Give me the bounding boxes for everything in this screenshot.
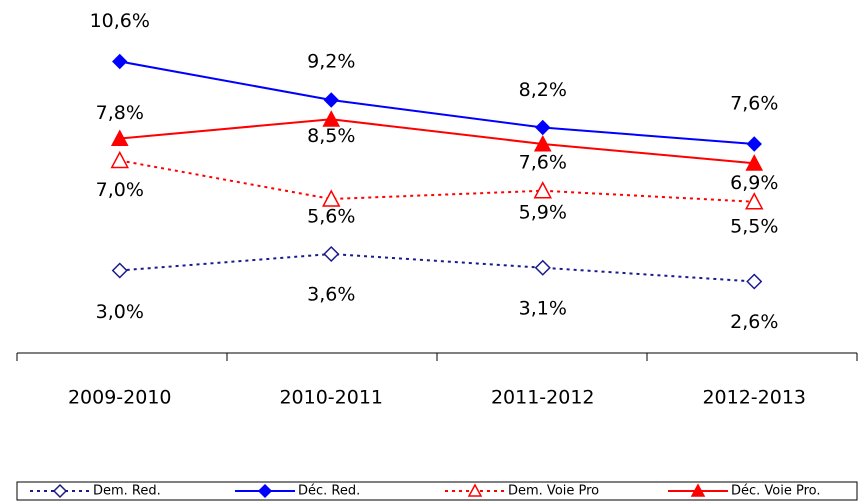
data-label: 8,5%	[307, 125, 355, 147]
data-point	[322, 189, 341, 207]
series-line	[119, 60, 755, 145]
data-label: 7,6%	[519, 152, 567, 174]
x-tick-label: 2011-2012	[491, 387, 595, 409]
data-point	[533, 181, 552, 199]
x-tick-label: 2012-2013	[702, 387, 806, 409]
data-label: 7,8%	[96, 102, 144, 124]
series-line	[119, 252, 755, 283]
data-label: 5,9%	[519, 201, 567, 223]
data-label: 7,0%	[96, 179, 144, 201]
legend-label: Déc. Voie Pro.	[731, 484, 821, 499]
x-tick-label: 2009-2010	[68, 387, 172, 409]
legend-marker	[690, 483, 706, 497]
data-label: 8,2%	[519, 79, 567, 101]
data-point	[533, 134, 552, 152]
data-label: 7,6%	[730, 93, 778, 115]
data-point	[745, 154, 764, 171]
data-label: 5,6%	[307, 206, 355, 228]
data-point	[535, 119, 551, 136]
legend-marker	[52, 483, 68, 499]
data-label: 3,0%	[96, 301, 144, 323]
data-point	[323, 92, 339, 108]
data-point	[112, 53, 128, 70]
data-point	[323, 245, 340, 263]
data-point	[746, 273, 763, 290]
data-label: 3,1%	[519, 297, 567, 319]
x-tick-label: 2010-2011	[279, 387, 383, 409]
series-line	[119, 159, 755, 203]
data-point	[745, 192, 764, 210]
legend-box	[16, 481, 858, 501]
data-label: 3,6%	[307, 284, 355, 306]
legend-label: Dem. Red.	[93, 484, 161, 499]
data-point	[534, 259, 551, 276]
legend-label: Dem. Voie Pro	[508, 484, 599, 499]
data-point	[322, 110, 341, 127]
data-point	[111, 262, 128, 279]
data-label: 6,9%	[730, 172, 778, 194]
data-point	[110, 150, 129, 169]
data-label: 2,6%	[730, 311, 778, 333]
series-line	[119, 118, 755, 165]
data-point	[746, 136, 762, 152]
data-label: 9,2%	[307, 51, 355, 73]
legend-marker	[467, 483, 483, 497]
data-label: 5,5%	[730, 215, 778, 237]
data-label: 10,6%	[90, 10, 150, 32]
legend-marker	[257, 483, 273, 499]
legend-label: Déc. Red.	[298, 484, 360, 499]
data-point	[110, 129, 129, 146]
